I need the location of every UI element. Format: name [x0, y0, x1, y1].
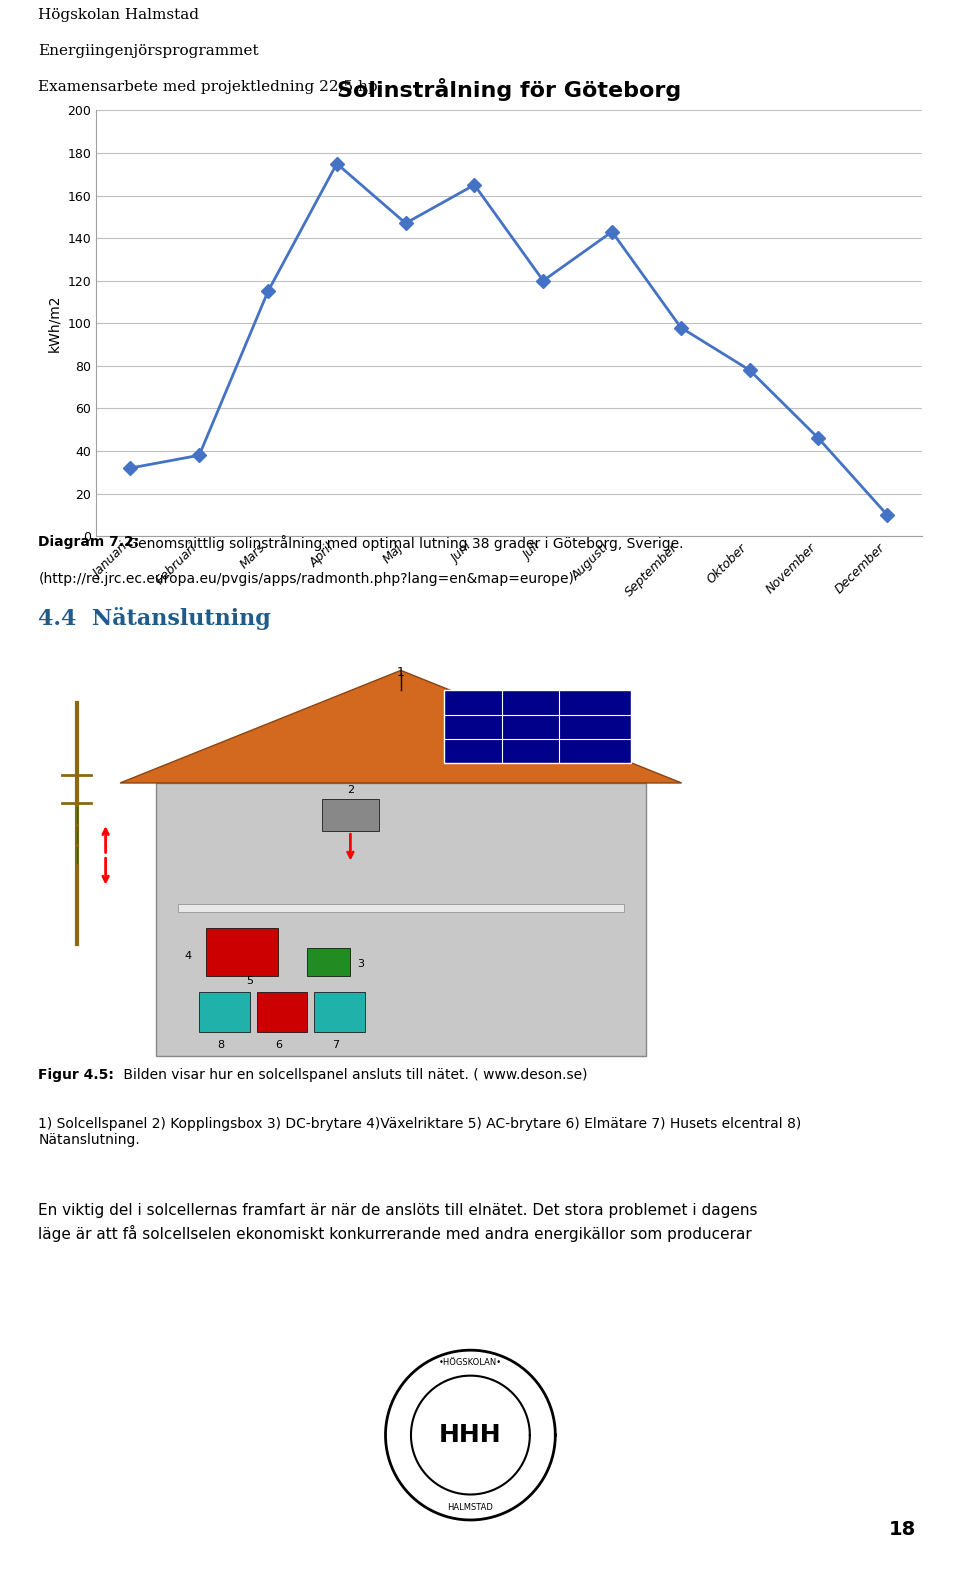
Text: Energiingenjörsprogrammet: Energiingenjörsprogrammet	[38, 44, 259, 58]
Y-axis label: kWh/m2: kWh/m2	[48, 295, 61, 352]
Text: 18: 18	[889, 1520, 916, 1539]
Text: HALMSTAD: HALMSTAD	[447, 1503, 493, 1512]
Polygon shape	[120, 670, 682, 782]
Text: 1: 1	[396, 667, 405, 680]
FancyBboxPatch shape	[206, 927, 278, 976]
Text: 4: 4	[185, 951, 192, 960]
FancyBboxPatch shape	[444, 691, 632, 763]
Text: 5: 5	[246, 976, 253, 986]
Text: Högskolan Halmstad: Högskolan Halmstad	[38, 8, 200, 22]
FancyBboxPatch shape	[314, 992, 365, 1033]
Title: Solinstrålning för Göteborg: Solinstrålning för Göteborg	[337, 77, 681, 101]
FancyBboxPatch shape	[178, 904, 624, 912]
Text: Bilden visar hur en solcellspanel ansluts till nätet. ( www.deson.se): Bilden visar hur en solcellspanel anslut…	[119, 1068, 588, 1082]
Text: Figur 4.5:: Figur 4.5:	[38, 1068, 114, 1082]
Text: Examensarbete med projektledning 22,5 hp: Examensarbete med projektledning 22,5 hp	[38, 80, 378, 93]
Text: Diagram 7.2:: Diagram 7.2:	[38, 535, 139, 549]
Text: 6: 6	[275, 1041, 282, 1050]
FancyBboxPatch shape	[156, 782, 645, 1057]
Text: HHH: HHH	[439, 1422, 502, 1448]
Text: Genomsnittlig solinstrålning med optimal lutning 38 grader i Göteborg, Sverige.: Genomsnittlig solinstrålning med optimal…	[123, 535, 684, 550]
FancyBboxPatch shape	[307, 948, 350, 976]
FancyBboxPatch shape	[200, 992, 250, 1033]
Text: 3: 3	[357, 959, 365, 968]
Text: 7: 7	[332, 1041, 340, 1050]
FancyBboxPatch shape	[322, 800, 379, 831]
Text: •HÖGSKOLAN•: •HÖGSKOLAN•	[439, 1358, 502, 1367]
Text: 1) Solcellspanel 2) Kopplingsbox 3) DC-brytare 4)Växelriktare 5) AC-brytare 6) E: 1) Solcellspanel 2) Kopplingsbox 3) DC-b…	[38, 1117, 802, 1146]
Text: 2: 2	[347, 785, 354, 795]
FancyBboxPatch shape	[257, 992, 307, 1033]
Text: 4.4  Nätanslutning: 4.4 Nätanslutning	[38, 607, 271, 629]
Text: 8: 8	[217, 1041, 225, 1050]
Text: En viktig del i solcellernas framfart är när de anslöts till elnätet. Det stora : En viktig del i solcellernas framfart är…	[38, 1203, 757, 1243]
Text: (http://re.jrc.ec.europa.eu/pvgis/apps/radmonth.php?lang=en&map=europe): (http://re.jrc.ec.europa.eu/pvgis/apps/r…	[38, 571, 574, 585]
